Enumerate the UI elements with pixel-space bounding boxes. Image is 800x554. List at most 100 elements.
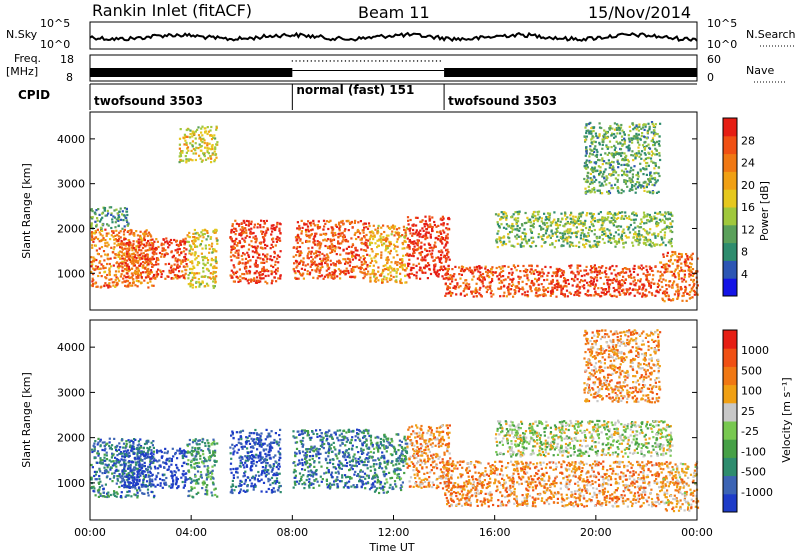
data-pixel (360, 238, 363, 241)
data-pixel (116, 265, 119, 268)
data-pixel (206, 146, 209, 150)
data-pixel (373, 274, 376, 277)
data-pixel (507, 293, 510, 296)
data-pixel (604, 216, 607, 219)
data-pixel (433, 259, 436, 262)
data-pixel (172, 271, 175, 274)
data-pixel (607, 162, 610, 165)
data-pixel (136, 234, 139, 237)
data-pixel (132, 261, 135, 264)
data-pixel (556, 279, 559, 282)
data-pixel (191, 140, 194, 143)
data-pixel (582, 223, 585, 226)
data-pixel (643, 242, 646, 245)
data-pixel (681, 294, 684, 298)
data-pixel (351, 258, 354, 261)
data-pixel (401, 268, 405, 271)
data-pixel (383, 268, 386, 271)
data-pixel (507, 265, 510, 268)
data-pixel (351, 255, 354, 258)
data-pixel (131, 253, 134, 256)
data-pixel (164, 241, 167, 244)
data-pixel (342, 258, 345, 261)
data-pixel (295, 261, 298, 264)
data-pixel (116, 244, 119, 247)
data-pixel (684, 285, 687, 288)
data-pixel (275, 268, 278, 271)
data-pixel (611, 264, 614, 268)
data-pixel (185, 257, 188, 261)
data-pixel (92, 240, 95, 243)
data-pixel (610, 279, 613, 282)
data-pixel (263, 239, 266, 242)
data-pixel (401, 243, 405, 246)
data-pixel (554, 223, 557, 227)
data-pixel (603, 227, 606, 230)
data-pixel (633, 214, 636, 217)
data-pixel (425, 231, 428, 234)
data-pixel (295, 254, 298, 257)
data-pixel (123, 236, 126, 239)
data-pixel (595, 245, 599, 248)
data-pixel (610, 173, 613, 176)
data-pixel (179, 128, 182, 131)
data-pixel (193, 236, 196, 239)
data-pixel (636, 273, 639, 276)
data-pixel (606, 147, 609, 150)
data-pixel (438, 257, 441, 260)
data-pixel (589, 182, 592, 185)
data-pixel (200, 139, 203, 142)
data-pixel (590, 141, 593, 144)
data-pixel (678, 270, 681, 273)
data-pixel (301, 260, 304, 263)
freq-dot (394, 60, 396, 62)
data-pixel (619, 211, 622, 214)
data-pixel (275, 280, 278, 283)
data-pixel (313, 235, 316, 238)
data-pixel (110, 278, 113, 281)
data-pixel (372, 232, 375, 235)
data-pixel (572, 244, 575, 247)
data-pixel (617, 174, 620, 177)
data-pixel (309, 271, 312, 274)
data-pixel (594, 162, 597, 165)
data-pixel (319, 266, 322, 269)
data-pixel (512, 225, 515, 228)
data-pixel (451, 280, 454, 283)
data-pixel (620, 237, 623, 240)
data-pixel (345, 247, 348, 250)
data-pixel (148, 244, 151, 247)
data-pixel (651, 183, 654, 186)
data-pixel (537, 218, 540, 221)
data-pixel (672, 282, 675, 285)
data-pixel (659, 122, 662, 125)
data-pixel (188, 252, 191, 255)
data-pixel (615, 127, 618, 130)
data-pixel (200, 149, 203, 152)
data-pixel (447, 251, 450, 254)
data-pixel (567, 282, 570, 285)
data-pixel (625, 268, 629, 271)
data-pixel (629, 282, 632, 285)
data-pixel (373, 234, 376, 237)
data-pixel (587, 171, 590, 175)
data-pixel (102, 237, 105, 240)
data-pixel (173, 238, 176, 242)
data-pixel (621, 270, 624, 273)
data-pixel (597, 293, 600, 296)
data-pixel (178, 143, 181, 146)
data-pixel (577, 285, 580, 288)
data-pixel (190, 149, 193, 152)
data-pixel (214, 137, 217, 140)
data-pixel (489, 267, 493, 271)
data-pixel (264, 243, 267, 247)
data-pixel (607, 192, 610, 195)
data-pixel (125, 216, 128, 220)
data-pixel (417, 262, 421, 265)
data-pixel (434, 237, 437, 240)
data-pixel (334, 247, 337, 250)
data-pixel (189, 267, 192, 270)
data-pixel (634, 284, 637, 287)
data-pixel (614, 279, 617, 282)
data-pixel (377, 227, 380, 230)
